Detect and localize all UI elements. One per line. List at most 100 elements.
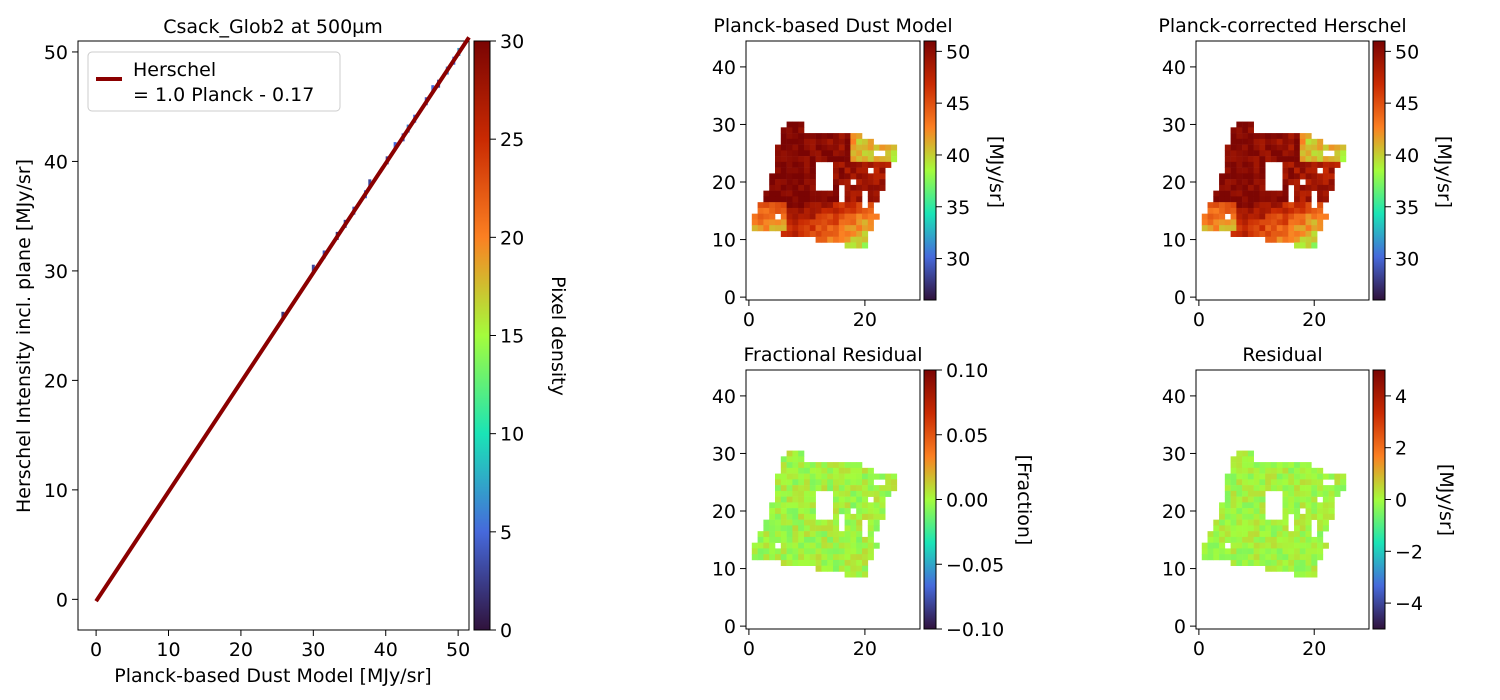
map-cell bbox=[775, 179, 782, 186]
map-cell bbox=[827, 196, 834, 203]
map-cell bbox=[1282, 207, 1289, 214]
map-cell bbox=[798, 542, 805, 549]
map-cell bbox=[1276, 467, 1283, 474]
map-cell bbox=[786, 219, 793, 226]
map-cell bbox=[804, 144, 811, 151]
map-cell bbox=[786, 150, 793, 157]
map-cell bbox=[1305, 184, 1312, 191]
map-cell bbox=[1282, 502, 1289, 509]
map-cell bbox=[1276, 525, 1283, 532]
map-cell bbox=[751, 554, 758, 561]
map-cell bbox=[1305, 219, 1312, 226]
map-cell bbox=[856, 513, 863, 520]
map-cell bbox=[792, 467, 799, 474]
map-cell bbox=[780, 542, 787, 549]
map-cell bbox=[1219, 219, 1226, 226]
scatter-colorbar-label: Pixel density bbox=[547, 276, 569, 396]
map-cell bbox=[856, 242, 863, 249]
map-cell bbox=[1282, 179, 1289, 186]
map-cell bbox=[804, 133, 811, 140]
map-cell bbox=[856, 485, 863, 492]
map-cell bbox=[786, 161, 793, 168]
map-cell bbox=[1253, 184, 1260, 191]
map-cell bbox=[838, 548, 845, 555]
y-tick-label: 20 bbox=[44, 370, 68, 392]
map-cell bbox=[844, 490, 851, 497]
map-colorbar-tick-label: −0.05 bbox=[946, 554, 1004, 576]
map-cell bbox=[867, 473, 874, 480]
map-cell bbox=[1207, 554, 1214, 561]
map-cell bbox=[1294, 138, 1301, 145]
map-cell bbox=[1270, 213, 1278, 220]
map-cell bbox=[1242, 473, 1249, 480]
map-cell bbox=[1253, 496, 1260, 503]
map-cell bbox=[780, 519, 787, 526]
map-cell bbox=[815, 479, 822, 486]
map-cell bbox=[1317, 502, 1324, 509]
scatter-x-ticks: 0 10 20 30 40 50 bbox=[90, 630, 470, 661]
map-cell bbox=[786, 138, 793, 145]
map-cell bbox=[850, 207, 857, 214]
map-cell bbox=[1294, 496, 1301, 503]
map-cell bbox=[804, 230, 811, 237]
map-cell bbox=[1317, 173, 1324, 180]
map-cell bbox=[862, 559, 869, 566]
map-cell bbox=[1317, 138, 1324, 145]
map-cell bbox=[873, 144, 880, 151]
map-cell bbox=[1270, 150, 1278, 157]
map-cell bbox=[1288, 236, 1295, 243]
map-cell bbox=[1224, 531, 1231, 538]
map-cell bbox=[844, 167, 851, 174]
map-cell bbox=[1242, 161, 1249, 168]
map-cell bbox=[1340, 485, 1347, 492]
map-cell bbox=[1311, 565, 1318, 572]
map-cell bbox=[838, 202, 845, 209]
fit-line bbox=[94, 36, 471, 603]
map-cell bbox=[1253, 225, 1260, 232]
map-cell bbox=[1305, 462, 1312, 469]
map-cell bbox=[769, 548, 776, 555]
map-cell bbox=[1270, 190, 1278, 197]
map-cell bbox=[1299, 485, 1306, 492]
map-cell bbox=[1294, 536, 1301, 543]
map-cell bbox=[1270, 138, 1278, 145]
map-cell bbox=[804, 554, 811, 561]
map-cell bbox=[873, 156, 880, 163]
map-cell bbox=[1294, 196, 1301, 203]
map-cell bbox=[1288, 542, 1295, 549]
map-cell bbox=[780, 485, 787, 492]
map-cell bbox=[833, 554, 840, 561]
map-cell bbox=[769, 196, 776, 203]
map-cell bbox=[1317, 202, 1324, 209]
map-cell bbox=[1247, 508, 1254, 515]
map-cell bbox=[792, 496, 799, 503]
map-cell bbox=[1288, 508, 1295, 515]
map-cell bbox=[757, 202, 764, 209]
map-cell bbox=[1242, 121, 1249, 128]
map-cell bbox=[1259, 179, 1266, 186]
map-cell bbox=[1242, 138, 1249, 145]
map-cell bbox=[844, 473, 851, 480]
map-cell bbox=[1230, 542, 1237, 549]
map-cell bbox=[1253, 519, 1260, 526]
map-cell bbox=[1236, 542, 1243, 549]
map-cell bbox=[821, 536, 828, 543]
map-cell bbox=[1259, 502, 1266, 509]
map-cell bbox=[804, 502, 811, 509]
map-cell bbox=[1294, 225, 1301, 232]
map-cell bbox=[786, 196, 793, 203]
map-cell bbox=[1242, 202, 1249, 209]
map-cell bbox=[873, 173, 880, 180]
map-cell bbox=[1270, 462, 1278, 469]
map-cell bbox=[1270, 144, 1278, 151]
map-cell bbox=[1305, 479, 1312, 486]
map-cell bbox=[1253, 219, 1260, 226]
map-cell bbox=[786, 490, 793, 497]
map-cell bbox=[850, 219, 857, 226]
map-cell bbox=[1334, 479, 1341, 486]
map-cell bbox=[769, 219, 776, 226]
map-cell bbox=[1265, 565, 1272, 572]
map-cell bbox=[1317, 179, 1324, 186]
map-cell bbox=[821, 473, 828, 480]
map-cell bbox=[867, 508, 874, 515]
